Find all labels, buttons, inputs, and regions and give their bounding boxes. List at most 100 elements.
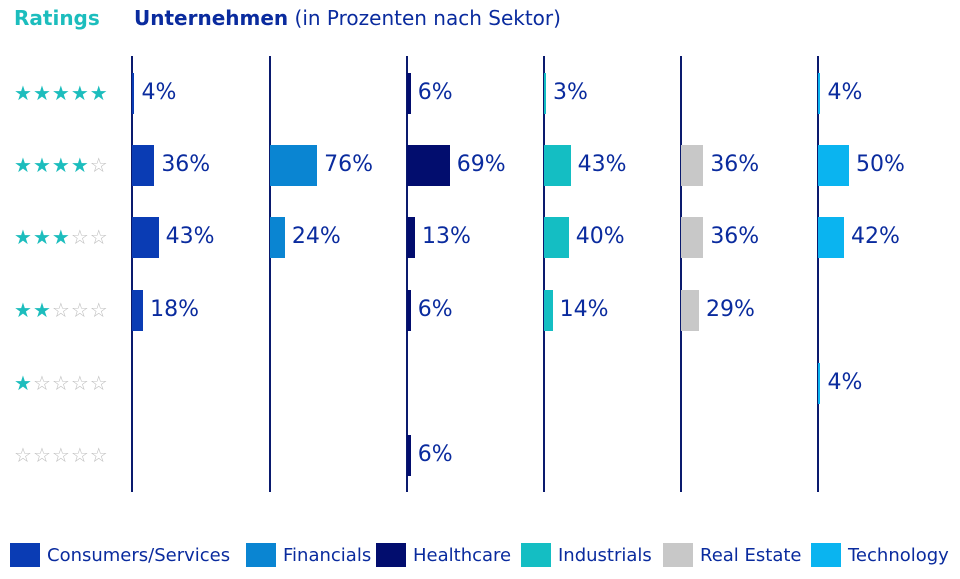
legend-label: Consumers/Services <box>47 544 231 566</box>
bar-value-label: 50% <box>856 152 905 177</box>
star-empty-icon: ☆ <box>70 371 90 395</box>
chart-title: Unternehmen (in Prozenten nach Sektor) <box>134 6 561 30</box>
chart-title-bold: Unternehmen <box>134 6 289 30</box>
bar-value-label: 36% <box>161 152 211 177</box>
bar <box>818 362 821 404</box>
star-filled-icon: ★ <box>51 81 71 105</box>
star-filled-icon: ★ <box>32 225 52 249</box>
bar <box>270 216 285 258</box>
bar-value-label: 3% <box>553 80 588 105</box>
star-filled-icon: ★ <box>51 153 71 177</box>
legend-label: Industrials <box>558 544 652 566</box>
star-empty-icon: ☆ <box>14 443 33 467</box>
legend-label: Healthcare <box>413 544 512 566</box>
bar <box>407 72 411 114</box>
legend-item: Technology <box>811 541 949 569</box>
star-empty-icon: ☆ <box>89 225 109 249</box>
bar-value-label: 69% <box>456 152 506 177</box>
bar <box>132 72 135 114</box>
bar <box>681 289 699 331</box>
bar <box>407 289 411 331</box>
bar <box>544 216 569 258</box>
star-filled-icon: ★ <box>14 225 33 249</box>
star-empty-icon: ☆ <box>51 443 71 467</box>
rating-stars-row: ★★☆☆☆ <box>14 298 109 322</box>
legend-swatch <box>246 543 276 567</box>
bar <box>818 144 849 186</box>
star-filled-icon: ★ <box>70 81 90 105</box>
bar-value-label: 6% <box>417 297 453 322</box>
bar-value-label: 76% <box>324 152 374 177</box>
bar <box>681 144 704 186</box>
bar <box>270 144 318 186</box>
rating-stars-row: ★★★☆☆ <box>14 225 109 249</box>
star-empty-icon: ☆ <box>51 298 71 322</box>
legend-label: Technology <box>848 544 949 566</box>
star-filled-icon: ★ <box>14 371 33 395</box>
bar <box>132 289 144 331</box>
bar <box>544 144 571 186</box>
star-filled-icon: ★ <box>51 225 71 249</box>
star-empty-icon: ☆ <box>32 443 52 467</box>
ratings-header: Ratings <box>14 6 100 30</box>
star-filled-icon: ★ <box>32 153 52 177</box>
star-filled-icon: ★ <box>70 153 90 177</box>
bar-value-label: 24% <box>291 224 341 249</box>
bar <box>544 72 546 114</box>
bar <box>407 434 411 476</box>
bar <box>132 216 159 258</box>
bar-value-label: 4% <box>827 80 863 105</box>
legend-item: Financials <box>246 541 371 569</box>
bar-value-label: 6% <box>417 80 453 105</box>
rating-stars-row: ☆☆☆☆☆ <box>14 443 109 467</box>
legend-swatch <box>811 543 841 567</box>
legend-swatch <box>376 543 406 567</box>
bar <box>544 289 553 331</box>
bar <box>407 144 450 186</box>
bar-value-label: 43% <box>577 152 627 177</box>
legend-label: Financials <box>283 544 372 566</box>
star-empty-icon: ☆ <box>32 371 52 395</box>
star-filled-icon: ★ <box>32 298 52 322</box>
legend-item: Healthcare <box>376 541 511 569</box>
panel-axis <box>131 56 133 492</box>
panel-axis <box>543 56 545 492</box>
star-empty-icon: ☆ <box>70 298 90 322</box>
star-empty-icon: ☆ <box>70 225 90 249</box>
star-empty-icon: ☆ <box>89 153 109 177</box>
legend-item: Real Estate <box>663 541 802 569</box>
bar-value-label: 42% <box>851 224 900 249</box>
star-filled-icon: ★ <box>14 298 33 322</box>
star-filled-icon: ★ <box>32 81 52 105</box>
bar-value-label: 4% <box>827 370 863 395</box>
bar-value-label: 36% <box>710 224 760 249</box>
panel-axis <box>680 56 682 492</box>
legend-swatch <box>521 543 551 567</box>
panel-axis <box>406 56 408 492</box>
star-filled-icon: ★ <box>89 81 109 105</box>
bar-value-label: 14% <box>559 297 609 322</box>
bar-value-label: 13% <box>422 224 471 249</box>
rating-stars-row: ★★★★☆ <box>14 153 109 177</box>
bar-value-label: 4% <box>141 80 177 105</box>
rating-stars-row: ★☆☆☆☆ <box>14 371 109 395</box>
legend-item: Industrials <box>521 541 652 569</box>
legend-swatch <box>10 543 40 567</box>
bar <box>681 216 704 258</box>
star-empty-icon: ☆ <box>89 443 109 467</box>
panel-axis <box>817 56 819 492</box>
bar-value-label: 18% <box>150 297 200 322</box>
star-empty-icon: ☆ <box>89 371 109 395</box>
bar <box>818 216 845 258</box>
bar-value-label: 36% <box>710 152 760 177</box>
star-filled-icon: ★ <box>14 81 33 105</box>
bar-value-label: 29% <box>705 297 755 322</box>
star-empty-icon: ☆ <box>51 371 71 395</box>
bar-value-label: 43% <box>165 224 215 249</box>
panel-axis <box>269 56 271 492</box>
star-empty-icon: ☆ <box>89 298 109 322</box>
bar <box>132 144 155 186</box>
bar-value-label: 6% <box>417 442 453 467</box>
chart-title-subtitle: (in Prozenten nach Sektor) <box>288 6 561 30</box>
bar-value-label: 40% <box>575 224 625 249</box>
